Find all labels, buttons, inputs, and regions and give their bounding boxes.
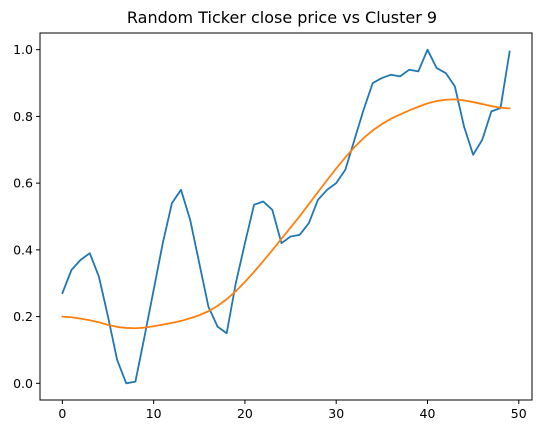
series-line-1: [61, 48, 511, 385]
y-tick-label: 0.0: [13, 376, 33, 391]
x-tick-label: 0: [58, 406, 66, 421]
ticks-layer: 0 10 20 30 40 50 0.0 0.2 0.4 0.6 0.8 1.0: [13, 42, 527, 421]
x-tick-label: 30: [328, 406, 344, 421]
plot-frame: [39, 32, 533, 401]
axes-layer: [39, 32, 533, 401]
x-tick-label: 50: [511, 406, 527, 421]
y-tick-label: 0.2: [13, 309, 33, 324]
y-tick-label: 0.8: [13, 109, 33, 124]
chart-title: Random Ticker close price vs Cluster 9: [127, 8, 437, 27]
y-tick-label: 0.6: [13, 176, 33, 191]
x-tick-label: 40: [420, 406, 436, 421]
y-tick-label: 1.0: [13, 42, 33, 57]
x-tick-label: 20: [237, 406, 253, 421]
series-line-2: [61, 98, 511, 330]
series-layer: [61, 48, 511, 385]
y-tick-label: 0.4: [13, 242, 33, 257]
x-tick-label: 10: [146, 406, 162, 421]
